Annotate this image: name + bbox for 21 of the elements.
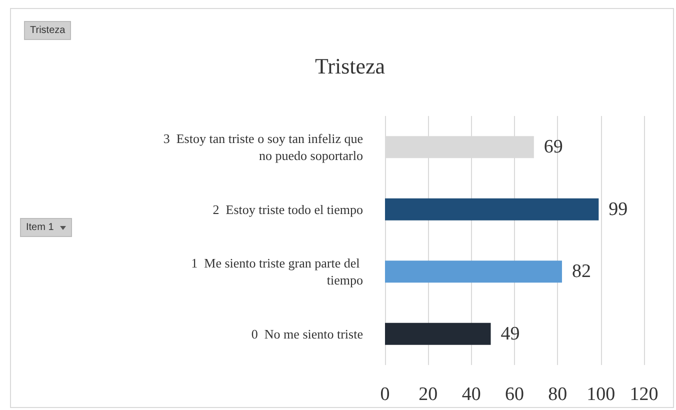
x-tick-label: 20 [418,384,438,405]
x-tick-label: 40 [462,384,481,405]
y-tick-label: 2 Estoy triste todo el tiempo [212,202,363,217]
data-label: 82 [572,261,591,282]
y-tick-label: 3 Estoy tan triste o soy tan infeliz que no puedo soportarlo [163,131,364,164]
data-label: 69 [544,136,563,158]
y-tick-label: 0 No me siento triste [251,326,364,342]
text: Item 1 [26,222,54,233]
bar [385,322,491,345]
data-label: 99 [608,198,628,220]
data-label: 49 [500,323,520,344]
text: Tristeza [30,25,66,36]
x-tick-label: 80 [548,384,568,405]
x-tick-label: 120 [630,384,658,405]
x-tick-label: 60 [505,384,524,405]
bar [385,198,599,220]
x-tick-label: 100 [586,384,616,405]
x-tick-label: 0 [380,384,390,405]
bar [385,260,562,283]
chart-title: Tristeza [314,54,386,78]
y-tick-label: 1 Me siento triste gran parte del tiempo [191,256,363,288]
